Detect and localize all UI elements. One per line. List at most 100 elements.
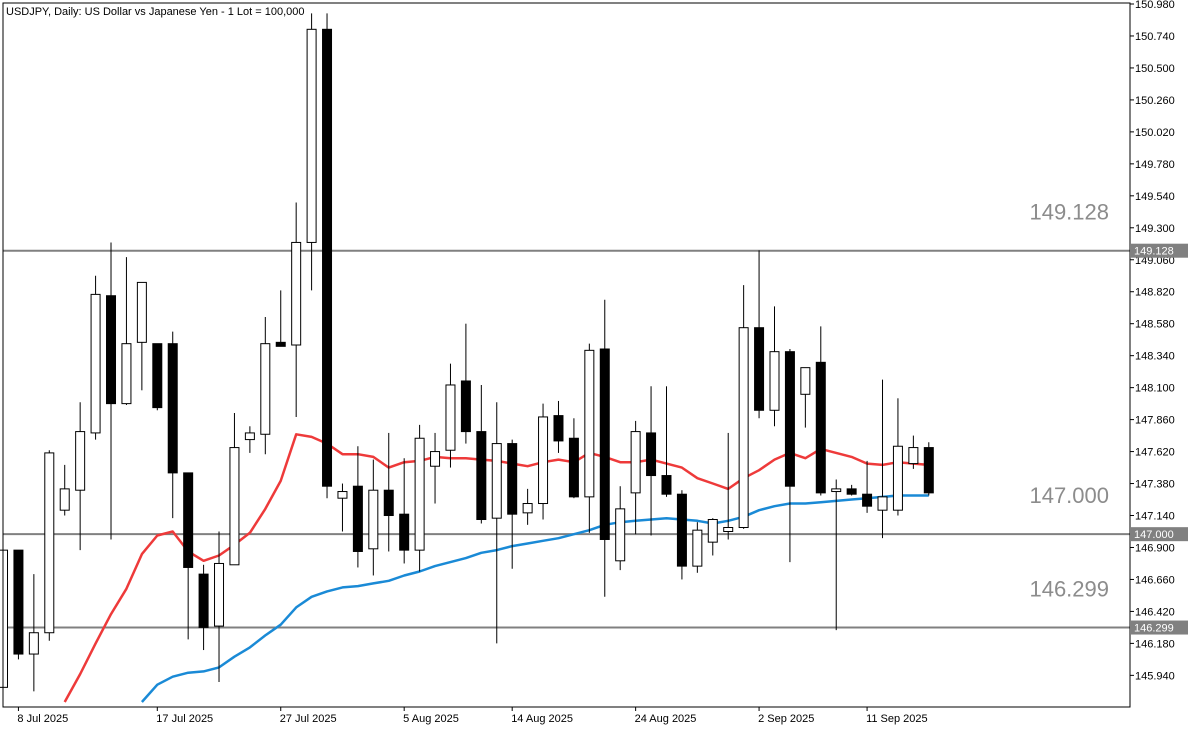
level-tag-text: 146.299 bbox=[1134, 623, 1174, 635]
candle-bearish bbox=[352, 446, 363, 568]
plot-frame bbox=[2, 2, 1131, 708]
price-tick-label: 150.740 bbox=[1135, 31, 1175, 43]
candle-bearish bbox=[167, 331, 178, 519]
candle-body bbox=[75, 431, 86, 491]
candle-body bbox=[723, 527, 734, 532]
candle-body bbox=[275, 341, 286, 347]
candle-bullish bbox=[75, 402, 86, 551]
candle-body bbox=[491, 443, 502, 519]
candle-bullish bbox=[260, 317, 271, 455]
candle-bearish bbox=[754, 250, 765, 419]
level-tag-background bbox=[1131, 527, 1188, 542]
candle-body bbox=[198, 573, 209, 628]
candle-bullish bbox=[707, 518, 718, 556]
candle-bullish bbox=[44, 450, 55, 641]
candle-bearish bbox=[815, 326, 826, 496]
candle-body bbox=[59, 488, 70, 511]
candle-bullish bbox=[738, 285, 749, 529]
candle-body bbox=[846, 488, 857, 495]
candle-body bbox=[322, 28, 333, 487]
candle-body bbox=[229, 447, 240, 566]
level-label: 147.000 bbox=[1029, 483, 1109, 508]
candle-bearish bbox=[106, 242, 117, 540]
price-tick-label: 149.300 bbox=[1135, 223, 1175, 235]
candle-bullish bbox=[615, 486, 626, 571]
level-tag-text: 147.000 bbox=[1134, 529, 1174, 541]
candle-bullish bbox=[28, 574, 39, 692]
time-tick-label: 14 Aug 2025 bbox=[511, 713, 573, 725]
candle-bearish bbox=[923, 442, 934, 496]
candle-body bbox=[0, 549, 8, 688]
candle-body bbox=[784, 351, 795, 487]
candle-body bbox=[244, 432, 255, 441]
candle-body bbox=[460, 380, 471, 433]
candle-bullish bbox=[892, 398, 903, 516]
candle-bearish bbox=[661, 386, 672, 497]
candle-bullish bbox=[90, 275, 101, 440]
candle-bearish bbox=[784, 349, 795, 563]
candle-body bbox=[13, 549, 24, 655]
moving-average-slow bbox=[140, 494, 929, 703]
candle-bearish bbox=[553, 400, 564, 453]
candle-body bbox=[476, 431, 487, 521]
price-tick-label: 146.900 bbox=[1135, 542, 1175, 554]
time-tick-label: 17 Jul 2025 bbox=[156, 713, 213, 725]
price-tick-label: 147.380 bbox=[1135, 479, 1175, 491]
price-tick-label: 150.980 bbox=[1135, 0, 1175, 11]
time-axis[interactable]: 8 Jul 2025 17 Jul 2025 27 Jul 2025 5 Aug 20… bbox=[17, 707, 928, 725]
candle-bullish bbox=[337, 483, 348, 532]
candle-bullish bbox=[538, 403, 549, 520]
candle-bullish bbox=[59, 464, 70, 516]
candle-body bbox=[538, 416, 549, 505]
candle-bearish bbox=[275, 290, 286, 347]
candle-body bbox=[260, 343, 271, 435]
price-tick-label: 147.140 bbox=[1135, 511, 1175, 523]
candle-bearish bbox=[198, 564, 209, 651]
candle-body bbox=[136, 281, 147, 343]
candle-body bbox=[661, 475, 672, 495]
price-tick-label: 147.860 bbox=[1135, 415, 1175, 427]
candle-bullish bbox=[430, 432, 441, 504]
candle-bullish bbox=[769, 306, 780, 427]
candle-body bbox=[584, 349, 595, 498]
candle-body bbox=[306, 28, 317, 243]
candle-body bbox=[831, 488, 842, 493]
ma-slow-line bbox=[140, 494, 929, 703]
candle-body bbox=[291, 241, 302, 346]
time-tick-label: 8 Jul 2025 bbox=[17, 713, 68, 725]
candle-bearish bbox=[152, 343, 163, 411]
candle-body bbox=[183, 472, 194, 568]
candle-bullish bbox=[831, 479, 842, 631]
price-tick-label: 147.620 bbox=[1135, 447, 1175, 459]
candle-body bbox=[167, 343, 178, 474]
price-tick-label: 148.340 bbox=[1135, 351, 1175, 363]
price-axis[interactable]: 150.980 150.740 150.500 150.260 150.020 149.7… bbox=[1130, 0, 1175, 682]
candle-body bbox=[754, 327, 765, 411]
price-tick-label: 146.660 bbox=[1135, 574, 1175, 586]
price-tick-label: 149.540 bbox=[1135, 191, 1175, 203]
candle-bullish bbox=[0, 549, 8, 697]
candle-bullish bbox=[522, 488, 533, 525]
candle-body bbox=[337, 491, 348, 499]
candle-bullish bbox=[244, 426, 255, 453]
candle-bullish bbox=[291, 202, 302, 417]
candle-bearish bbox=[507, 439, 518, 569]
candle-body bbox=[44, 452, 55, 634]
price-tick-label: 150.260 bbox=[1135, 95, 1175, 107]
candle-bullish bbox=[445, 363, 456, 468]
candle-bullish bbox=[800, 367, 811, 428]
candle-body bbox=[368, 489, 379, 550]
candle-bullish bbox=[214, 531, 225, 683]
candle-bearish bbox=[846, 484, 857, 496]
candle-bullish bbox=[908, 435, 919, 469]
candle-body bbox=[815, 361, 826, 494]
price-tick-label: 149.780 bbox=[1135, 159, 1175, 171]
candle-bearish bbox=[862, 460, 873, 513]
candle-bullish bbox=[491, 402, 502, 644]
candle-bearish bbox=[460, 323, 471, 444]
candle-bullish bbox=[368, 459, 379, 576]
candle-bearish bbox=[399, 458, 410, 564]
candle-bullish bbox=[584, 343, 595, 533]
